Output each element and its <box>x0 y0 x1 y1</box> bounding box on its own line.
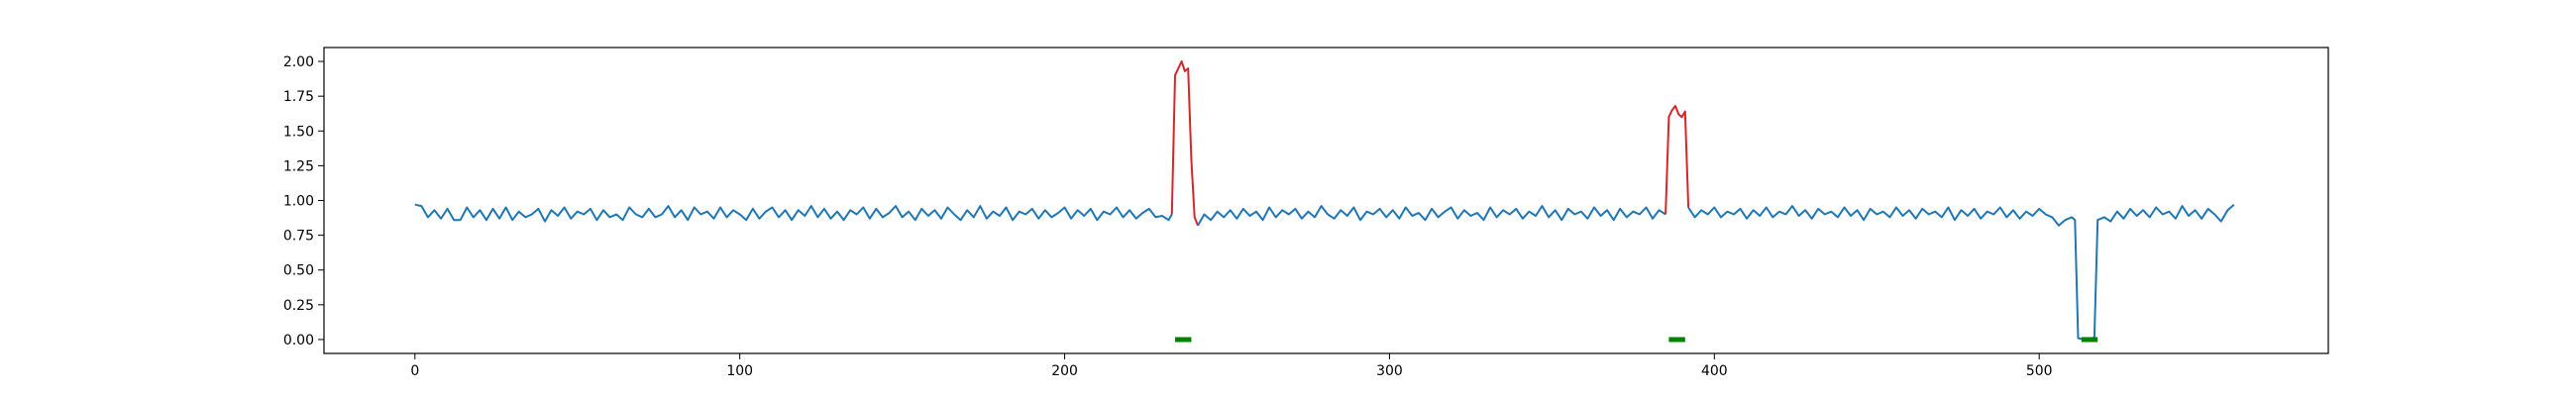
y-tick-label: 2.00 <box>283 54 314 70</box>
plot-frame <box>323 47 2329 354</box>
x-tick-label: 0 <box>410 363 419 379</box>
y-tick-label: 1.75 <box>283 89 314 105</box>
x-tick-label: 500 <box>2026 363 2053 379</box>
y-tick-label: 1.25 <box>283 158 314 174</box>
y-tick-label: 0.00 <box>283 333 314 348</box>
y-tick-label: 1.50 <box>283 124 314 140</box>
x-tick-label: 200 <box>1051 363 1078 379</box>
y-tick-label: 1.00 <box>283 194 314 210</box>
x-tick-label: 100 <box>726 363 753 379</box>
plot-area <box>414 60 2235 341</box>
signal-series-line-0 <box>414 203 1173 223</box>
axes: 0 100 200 300 400 500 0.00 0.25 0.50 0.75 1.00 1.25… <box>283 54 2053 379</box>
x-tick-label: 300 <box>1376 363 1403 379</box>
anomaly-series-line-3 <box>1664 105 1690 215</box>
x-tick-label: 400 <box>1701 363 1728 379</box>
y-tick-label: 0.75 <box>283 229 314 245</box>
signal-series-line-2 <box>1197 205 1666 227</box>
anomaly-series-line-1 <box>1170 60 1199 227</box>
y-tick-label: 0.50 <box>283 263 314 279</box>
signal-series-line-4 <box>1687 203 2235 341</box>
y-tick-label: 0.25 <box>283 298 314 314</box>
